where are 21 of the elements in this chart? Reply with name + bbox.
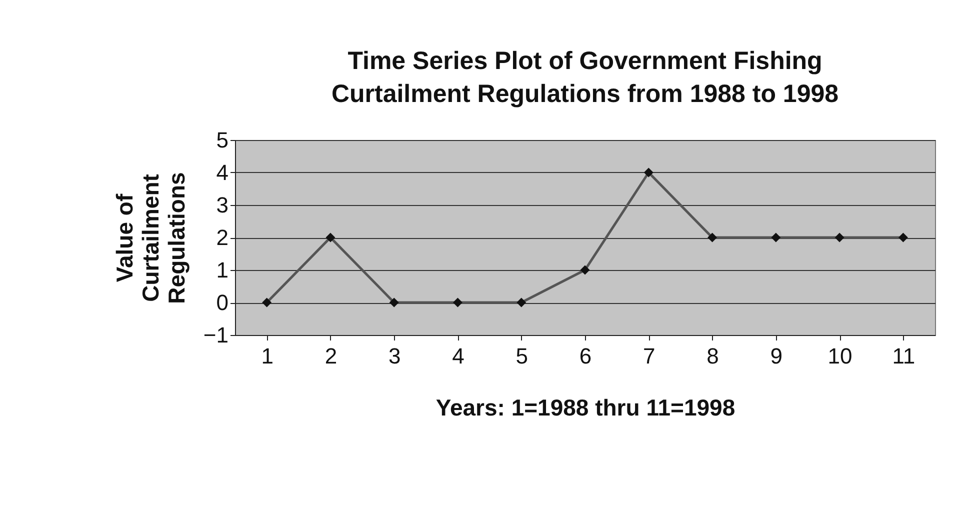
x-tick-label: 1 — [261, 344, 274, 368]
x-tick-label: 6 — [579, 344, 592, 368]
y-tick-label: 1 — [216, 258, 228, 282]
chart-title: Time Series Plot of Government Fishing Curtailment Regulations from 1988 to 1998 — [331, 47, 839, 108]
y-tick-label: 0 — [216, 290, 228, 315]
x-tick-label: 9 — [770, 344, 783, 368]
y-tick-label: 3 — [216, 192, 228, 218]
y-tick-label: 2 — [216, 225, 228, 250]
x-axis-title: Years: 1=1988 thru 11=1998 — [436, 394, 736, 420]
y-tick-label: −1 — [203, 322, 228, 348]
x-tick-label: 3 — [388, 344, 401, 368]
x-tick-label: 10 — [828, 344, 852, 368]
y-tick-label: 5 — [216, 128, 228, 152]
x-tick-label: 11 — [892, 344, 916, 368]
x-tick-label: 4 — [452, 344, 464, 368]
y-axis-title: Value of Curtailment Regulations — [111, 172, 190, 304]
y-tick-label: 4 — [216, 160, 228, 185]
x-tick-label: 7 — [643, 344, 656, 368]
x-tick-label: 2 — [324, 344, 338, 368]
x-tick-label: 5 — [516, 344, 528, 368]
x-tick-label: 8 — [706, 344, 719, 368]
